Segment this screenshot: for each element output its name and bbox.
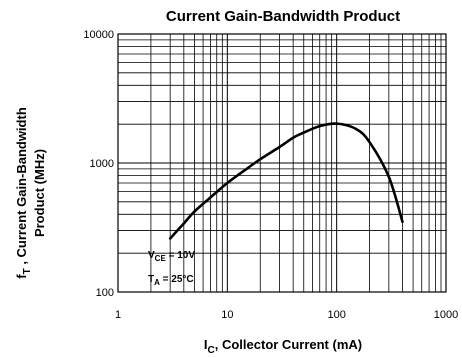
x-axis-label-main: I [204, 337, 208, 352]
x-axis-label-rest: , Collector Current (mA) [215, 337, 362, 352]
chart-title: Current Gain-Bandwidth Product [166, 8, 400, 25]
x-tick-label: 10 [221, 309, 233, 321]
x-tick-label: 1 [115, 309, 121, 321]
x-tick-label: 100 [327, 309, 345, 321]
x-axis-label: IC, Collector Current (mA) [204, 337, 362, 356]
x-axis-label-sub: C [208, 345, 215, 356]
y-axis-label-rest: , Current Gain-Bandwidth [14, 107, 29, 268]
y-tick-label: 10000 [83, 29, 114, 41]
y-axis-label: fT , Current Gain-Bandwidth Product (MHz… [14, 107, 47, 279]
annotation-ta-sub: A [154, 278, 160, 287]
y-axis-label-line1: fT , Current Gain-Bandwidth [14, 107, 33, 279]
annotation-ta-main: T [148, 274, 154, 285]
y-axis-label-line2: Product (MHz) [32, 149, 47, 237]
annotations: VCE = 10V TA = 25°C [148, 250, 195, 287]
annotation-vce: VCE = 10V [148, 250, 195, 263]
series-line [168, 122, 404, 240]
y-tick-label: 1000 [90, 158, 114, 170]
plot-frame [117, 33, 447, 293]
grid [118, 34, 446, 292]
annotation-vce-sub: CE [155, 254, 167, 263]
annotation-ta: TA = 25°C [148, 274, 194, 287]
y-axis-label-main: f [14, 274, 29, 279]
y-axis-label-sub: T [22, 268, 33, 274]
x-tick-label: 1000 [434, 309, 458, 321]
annotation-vce-rest: = 10V [166, 250, 196, 261]
y-tick-labels: 100 1000 10000 [83, 29, 114, 299]
x-tick-labels: 1 10 100 1000 [115, 309, 458, 321]
y-tick-label: 100 [96, 287, 114, 299]
annotation-ta-rest: = 25°C [160, 274, 194, 285]
annotation-vce-main: V [148, 250, 155, 261]
